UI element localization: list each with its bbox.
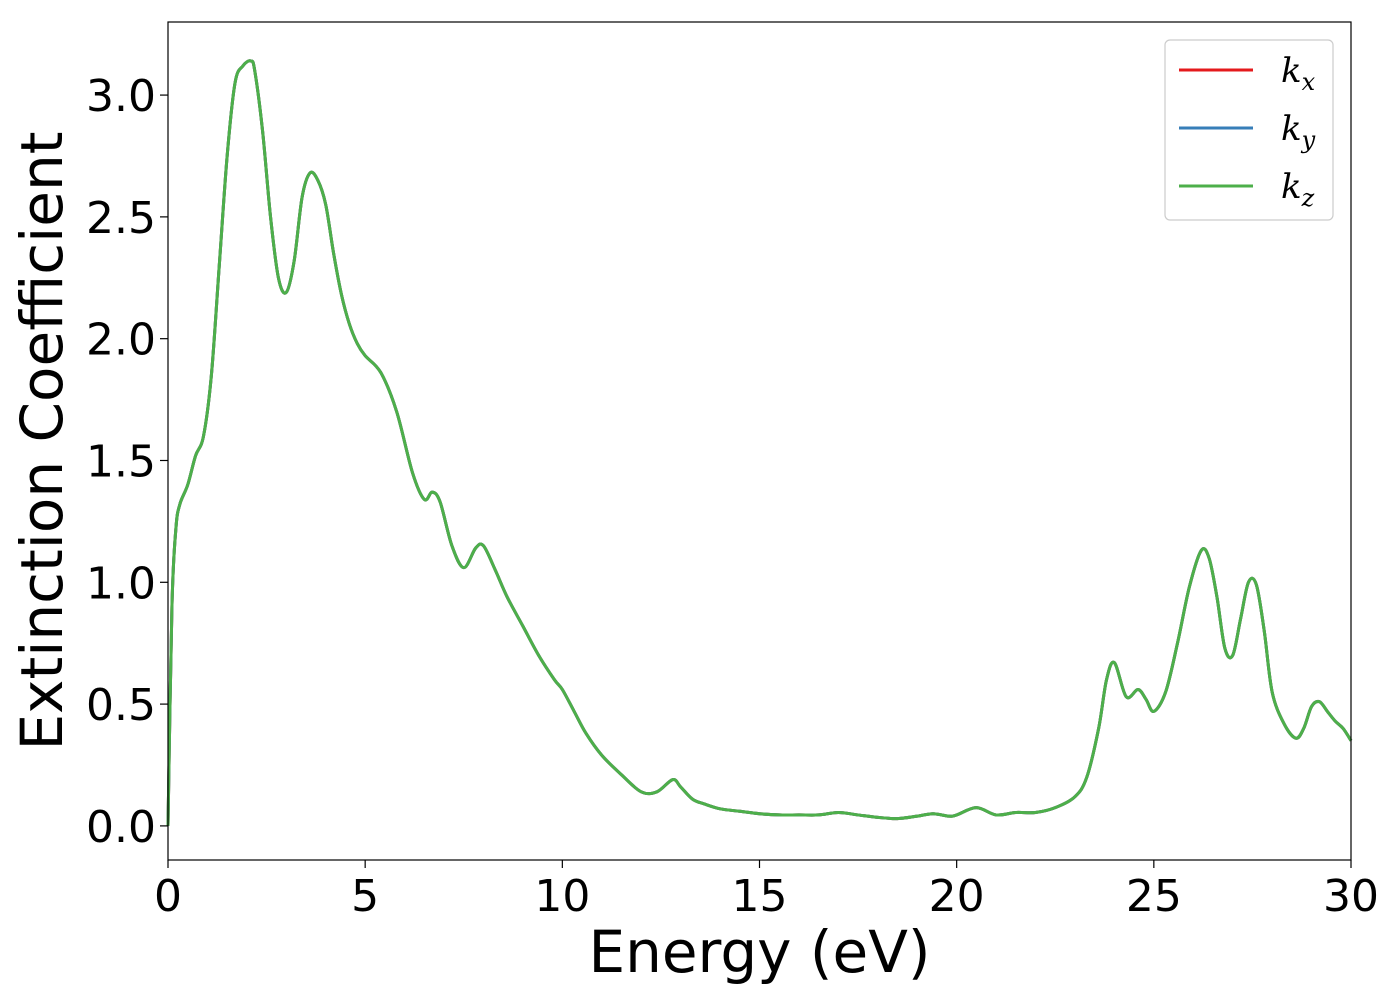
y-tick-label: 3.0	[86, 71, 156, 122]
y-tick-label: 2.0	[86, 315, 156, 366]
legend-label-kx: kx	[1281, 51, 1316, 96]
x-tick-label: 10	[534, 871, 590, 922]
legend-label-kz: kz	[1281, 167, 1315, 212]
series-layer	[166, 59, 1353, 826]
y-axis-title: Extinction Coefficient	[8, 132, 76, 751]
y-tick-label: 1.5	[86, 436, 156, 487]
y-tick-label: 0.5	[86, 680, 156, 731]
y-tick-label: 1.0	[86, 558, 156, 609]
x-tick-label: 25	[1126, 871, 1182, 922]
x-tick-label: 30	[1323, 871, 1379, 922]
x-tick-label: 0	[154, 871, 182, 922]
legend-label-ky: ky	[1281, 109, 1316, 154]
x-tick-label: 15	[732, 871, 788, 922]
x-tick-label: 20	[929, 871, 985, 922]
x-axis-ticks: 0 5 10 15 20 25 30	[154, 860, 1379, 922]
legend-box	[1164, 39, 1334, 221]
y-axis-ticks: 0.0 0.5 1.0 1.5 2.0 2.5 3.0	[86, 71, 168, 853]
x-axis-title: Energy (eV)	[588, 918, 930, 986]
legend: kx ky kz	[1164, 39, 1334, 221]
y-tick-label: 2.5	[86, 193, 156, 244]
series-line-kz	[166, 59, 1353, 826]
x-tick-label: 5	[351, 871, 379, 922]
y-tick-label: 0.0	[86, 802, 156, 853]
